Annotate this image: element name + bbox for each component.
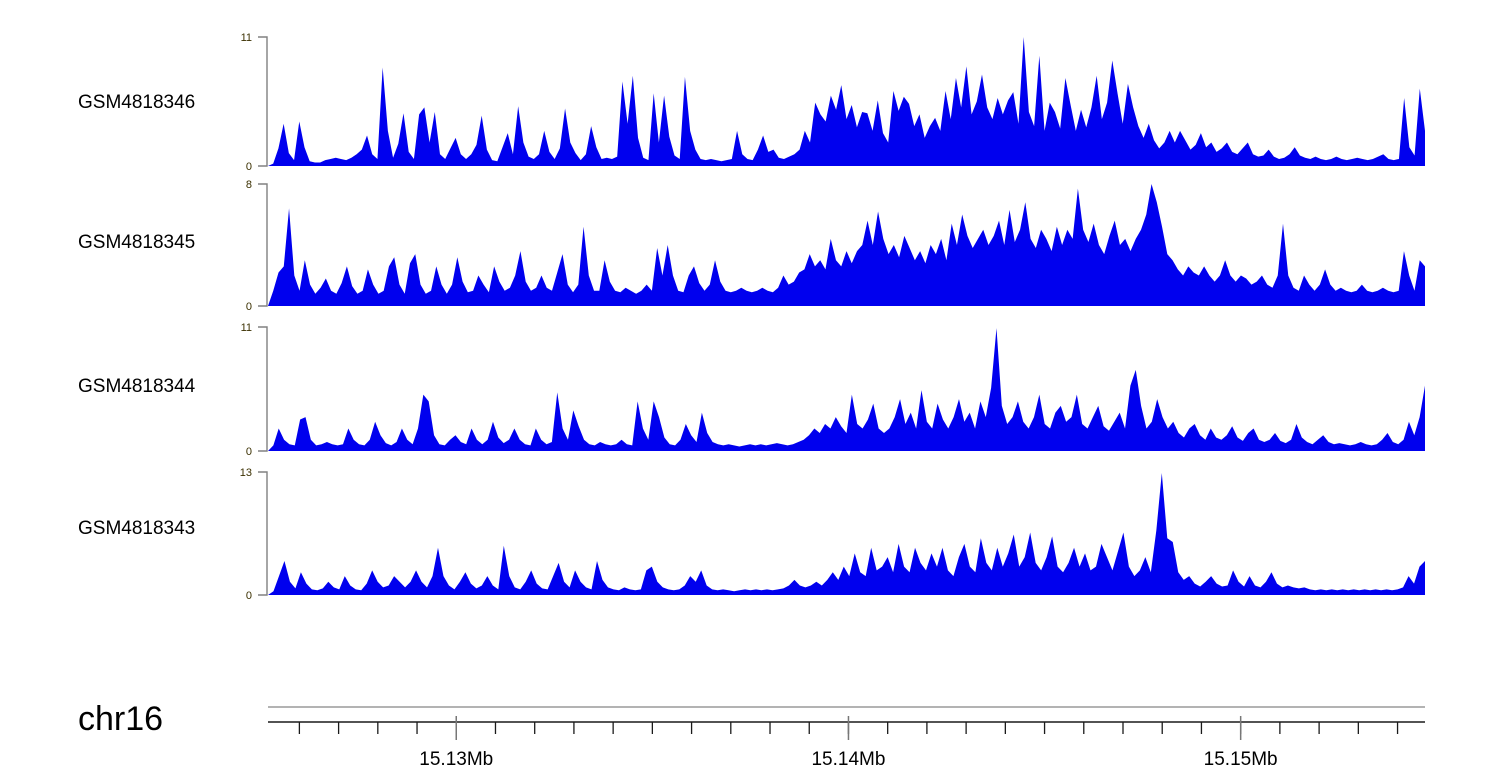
track-label: GSM4818344 — [78, 376, 196, 397]
coverage-area — [268, 184, 1425, 306]
genome-axis: chr16 15.13Mb 15.14Mb 15.15Mb — [78, 700, 1425, 770]
track-axis-max: 11 — [241, 322, 252, 334]
chromosome-label: chr16 — [78, 700, 163, 738]
track-axis-min: 0 — [246, 446, 252, 458]
track-axis-min: 0 — [246, 590, 252, 602]
track-axis-bracket — [258, 471, 268, 596]
track-axis-max: 11 — [241, 32, 252, 44]
track-axis-min: 0 — [246, 301, 252, 313]
track-axis-bracket — [258, 326, 268, 452]
ruler-tick-label: 15.13Mb — [419, 749, 493, 770]
ruler-tick-label: 15.15Mb — [1204, 749, 1278, 770]
ruler-tick-group — [298, 716, 1399, 740]
track-axis-min: 0 — [246, 161, 252, 173]
ruler-tick-label: 15.14Mb — [811, 749, 885, 770]
track-GSM4818343: GSM4818343 13 0 — [78, 467, 1425, 602]
track-label: GSM4818346 — [78, 92, 195, 113]
coverage-area — [268, 37, 1425, 166]
coverage-area — [268, 328, 1425, 451]
track-GSM4818344: GSM4818344 11 0 — [78, 322, 1425, 458]
track-label: GSM4818345 — [78, 232, 195, 253]
track-axis-bracket — [258, 36, 268, 167]
track-GSM4818345: GSM4818345 8 0 — [78, 179, 1425, 313]
track-axis-max: 13 — [240, 467, 252, 479]
track-axis-max: 8 — [246, 179, 252, 191]
ruler-tick-label-group: 15.13Mb 15.14Mb 15.15Mb — [419, 749, 1277, 770]
track-axis-bracket — [258, 183, 268, 307]
track-label: GSM4818343 — [78, 518, 195, 539]
track-GSM4818346: GSM4818346 11 0 — [78, 32, 1425, 173]
